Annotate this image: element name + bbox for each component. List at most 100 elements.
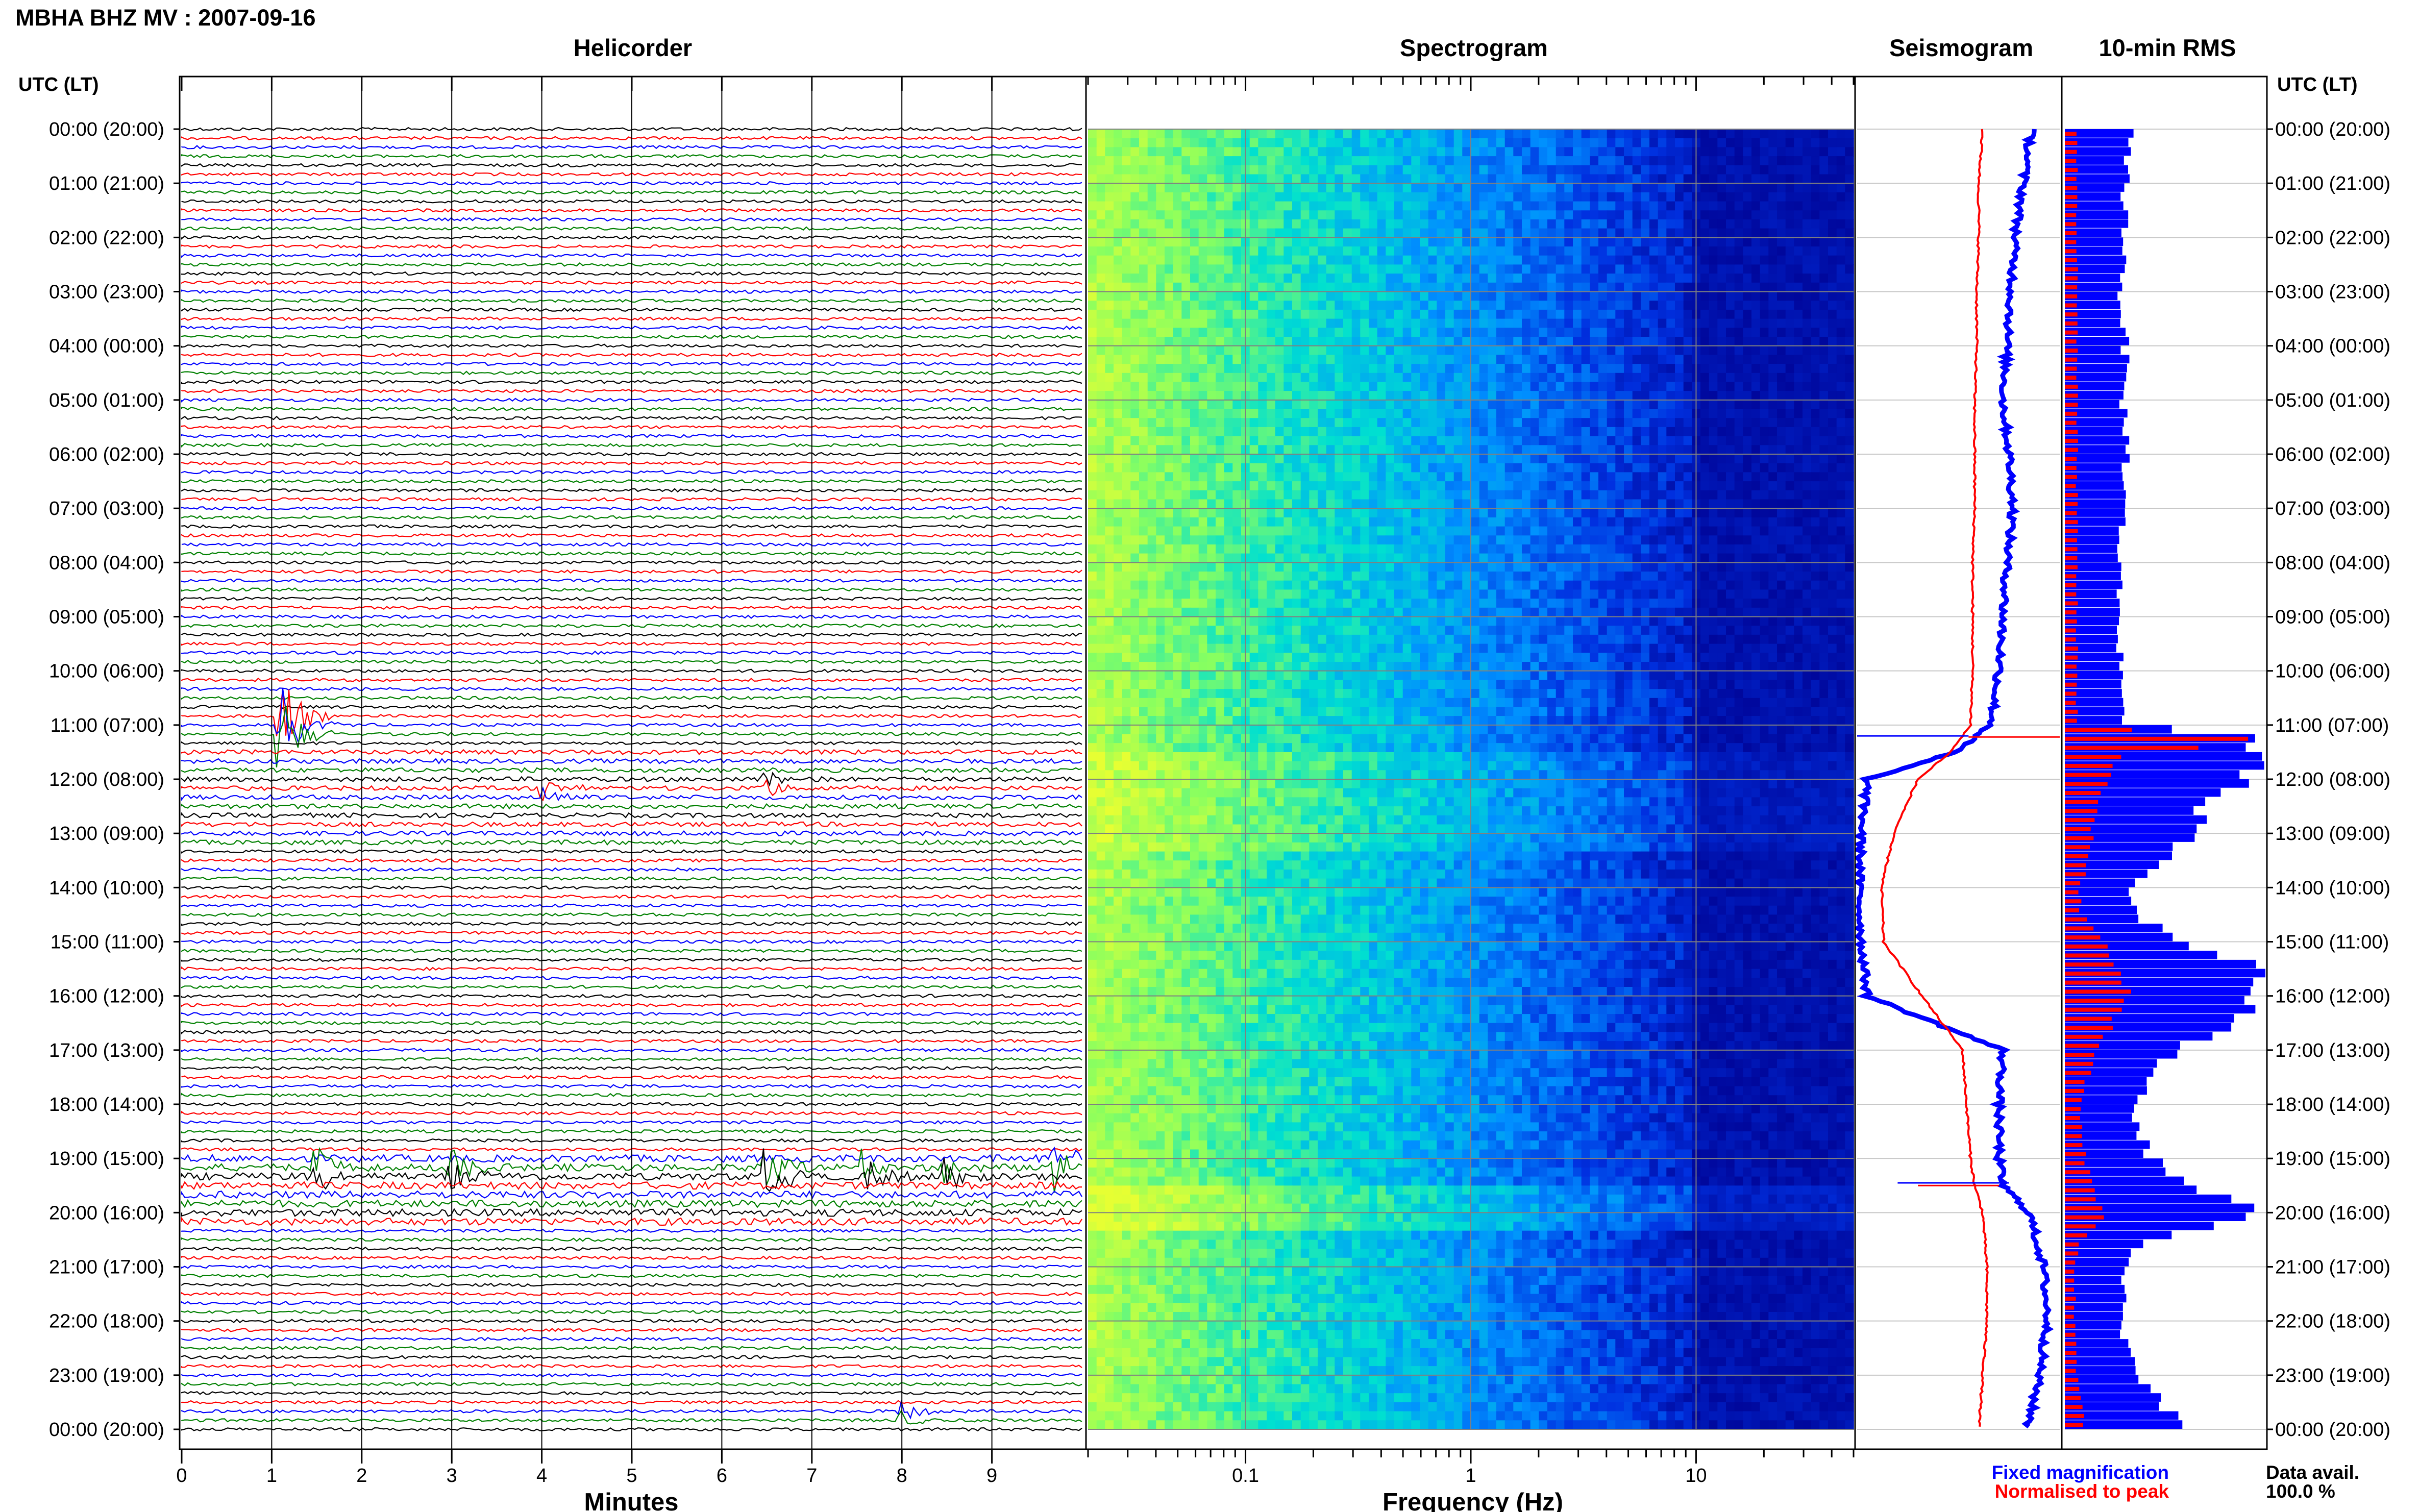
spectrogram-cell bbox=[1258, 490, 1267, 500]
spectrogram-cell bbox=[1683, 490, 1693, 500]
spectrogram-cell bbox=[1845, 553, 1854, 563]
spectrogram-cell bbox=[1479, 463, 1489, 473]
spectrogram-cell bbox=[1632, 472, 1642, 482]
spectrogram-cell bbox=[1624, 544, 1633, 554]
spectrogram-cell bbox=[1734, 246, 1744, 256]
spectrogram-cell bbox=[1615, 237, 1624, 247]
spectrogram-cell bbox=[1479, 219, 1489, 229]
spectrogram-cell bbox=[1462, 400, 1471, 410]
spectrogram-cell bbox=[1437, 599, 1446, 608]
spectrogram-cell bbox=[1641, 427, 1650, 437]
spectrogram-cell bbox=[1369, 355, 1378, 364]
spectrogram-cell bbox=[1649, 553, 1659, 563]
spectrogram-cell bbox=[1828, 147, 1837, 157]
spectrogram-cell bbox=[1318, 183, 1327, 193]
spectrogram-cell bbox=[1114, 553, 1123, 563]
spectrogram-cell bbox=[1343, 129, 1352, 139]
spectrogram-cell bbox=[1216, 328, 1225, 337]
spectrogram-cell bbox=[1522, 337, 1531, 346]
spectrogram-cell bbox=[1760, 328, 1769, 337]
spectrogram-cell bbox=[1292, 382, 1301, 391]
spectrogram-cell bbox=[1581, 291, 1591, 301]
spectrogram-cell bbox=[1181, 309, 1191, 319]
spectrogram-cell bbox=[1658, 192, 1667, 202]
spectrogram-cell bbox=[1658, 264, 1667, 274]
spectrogram-cell bbox=[1496, 400, 1505, 410]
spectrogram-cell bbox=[1607, 463, 1616, 473]
spectrogram-cell bbox=[1147, 472, 1157, 482]
spectrogram-cell bbox=[1598, 174, 1608, 184]
spectrogram-cell bbox=[1377, 337, 1387, 346]
spectrogram-cell bbox=[1598, 183, 1608, 193]
spectrogram-cell bbox=[1139, 264, 1148, 274]
spectrogram-cell bbox=[1496, 580, 1505, 590]
spectrogram-cell bbox=[1504, 427, 1514, 437]
spectrogram-cell bbox=[1581, 373, 1591, 383]
spectrogram-cell bbox=[1768, 165, 1778, 175]
spectrogram-cell bbox=[1198, 264, 1208, 274]
spectrogram-cell bbox=[1318, 255, 1327, 265]
spectrogram-cell bbox=[1488, 318, 1497, 329]
spectrogram-cell bbox=[1453, 210, 1463, 220]
spectrogram-cell bbox=[1700, 237, 1710, 247]
spectrogram-cell bbox=[1283, 255, 1293, 265]
spectrogram-cell bbox=[1641, 183, 1650, 193]
spectrogram-cell bbox=[1632, 228, 1642, 238]
spectrogram-cell bbox=[1122, 201, 1131, 211]
spectrogram-cell bbox=[1360, 364, 1369, 374]
spectrogram-cell bbox=[1351, 237, 1361, 247]
spectrogram-cell bbox=[1283, 572, 1293, 581]
spectrogram-cell bbox=[1165, 562, 1174, 572]
spectrogram-cell bbox=[1581, 355, 1591, 364]
spectrogram-cell bbox=[1496, 409, 1505, 418]
spectrogram-cell bbox=[1369, 210, 1378, 220]
spectrogram-cell bbox=[1139, 580, 1148, 590]
spectrogram-cell bbox=[1556, 210, 1565, 220]
spectrogram-cell bbox=[1641, 255, 1650, 265]
spectrogram-cell bbox=[1386, 174, 1395, 184]
chart-title: MBHA BHZ MV : 2007-09-16 bbox=[15, 5, 315, 31]
spectrogram-cell bbox=[1224, 318, 1233, 329]
spectrogram-cell bbox=[1556, 345, 1565, 356]
spectrogram-cell bbox=[1377, 291, 1387, 301]
spectrogram-cell bbox=[1700, 183, 1710, 193]
spectrogram-cell bbox=[1751, 427, 1761, 437]
spectrogram-cell bbox=[1198, 364, 1208, 374]
spectrogram-cell bbox=[1258, 626, 1267, 635]
spectrogram-cell bbox=[1088, 345, 1097, 356]
spectrogram-cell bbox=[1249, 499, 1259, 509]
spectrogram-cell bbox=[1190, 436, 1199, 446]
spectrogram-cell bbox=[1513, 445, 1522, 455]
spectrogram-cell bbox=[1564, 328, 1573, 337]
spectrogram-cell bbox=[1122, 237, 1131, 247]
spectrogram-cell bbox=[1165, 174, 1174, 184]
spectrogram-cell bbox=[1453, 445, 1463, 455]
spectrogram-cell bbox=[1105, 553, 1114, 563]
spectrogram-cell bbox=[1335, 156, 1344, 166]
spectrogram-cell bbox=[1105, 345, 1114, 356]
spectrogram-cell bbox=[1207, 427, 1216, 437]
spectrogram-cell bbox=[1700, 373, 1710, 383]
spectrogram-cell bbox=[1658, 129, 1667, 139]
spectrogram-cell bbox=[1751, 562, 1761, 572]
spectrogram-cell bbox=[1743, 535, 1752, 545]
spectrogram-cell bbox=[1369, 291, 1378, 301]
spectrogram-cell bbox=[1394, 427, 1403, 437]
spectrogram-cell bbox=[1666, 607, 1675, 617]
spectrogram-cell bbox=[1360, 535, 1369, 545]
spectrogram-cell bbox=[1462, 274, 1471, 283]
spectrogram-cell bbox=[1258, 183, 1267, 193]
spectrogram-cell bbox=[1819, 328, 1829, 337]
spectrogram-cell bbox=[1683, 526, 1693, 536]
spectrogram-cell bbox=[1437, 472, 1446, 482]
spectrogram-cell bbox=[1556, 318, 1565, 329]
spectrogram-cell bbox=[1726, 237, 1735, 247]
spectrogram-cell bbox=[1607, 345, 1616, 356]
spectrogram-cell bbox=[1683, 318, 1693, 329]
spectrogram-cell bbox=[1743, 436, 1752, 446]
spectrogram-cell bbox=[1139, 255, 1148, 265]
spectrogram-cell bbox=[1428, 599, 1438, 608]
spectrogram-cell bbox=[1156, 301, 1165, 310]
spectrogram-cell bbox=[1411, 562, 1420, 572]
spectrogram-cell bbox=[1496, 436, 1505, 446]
